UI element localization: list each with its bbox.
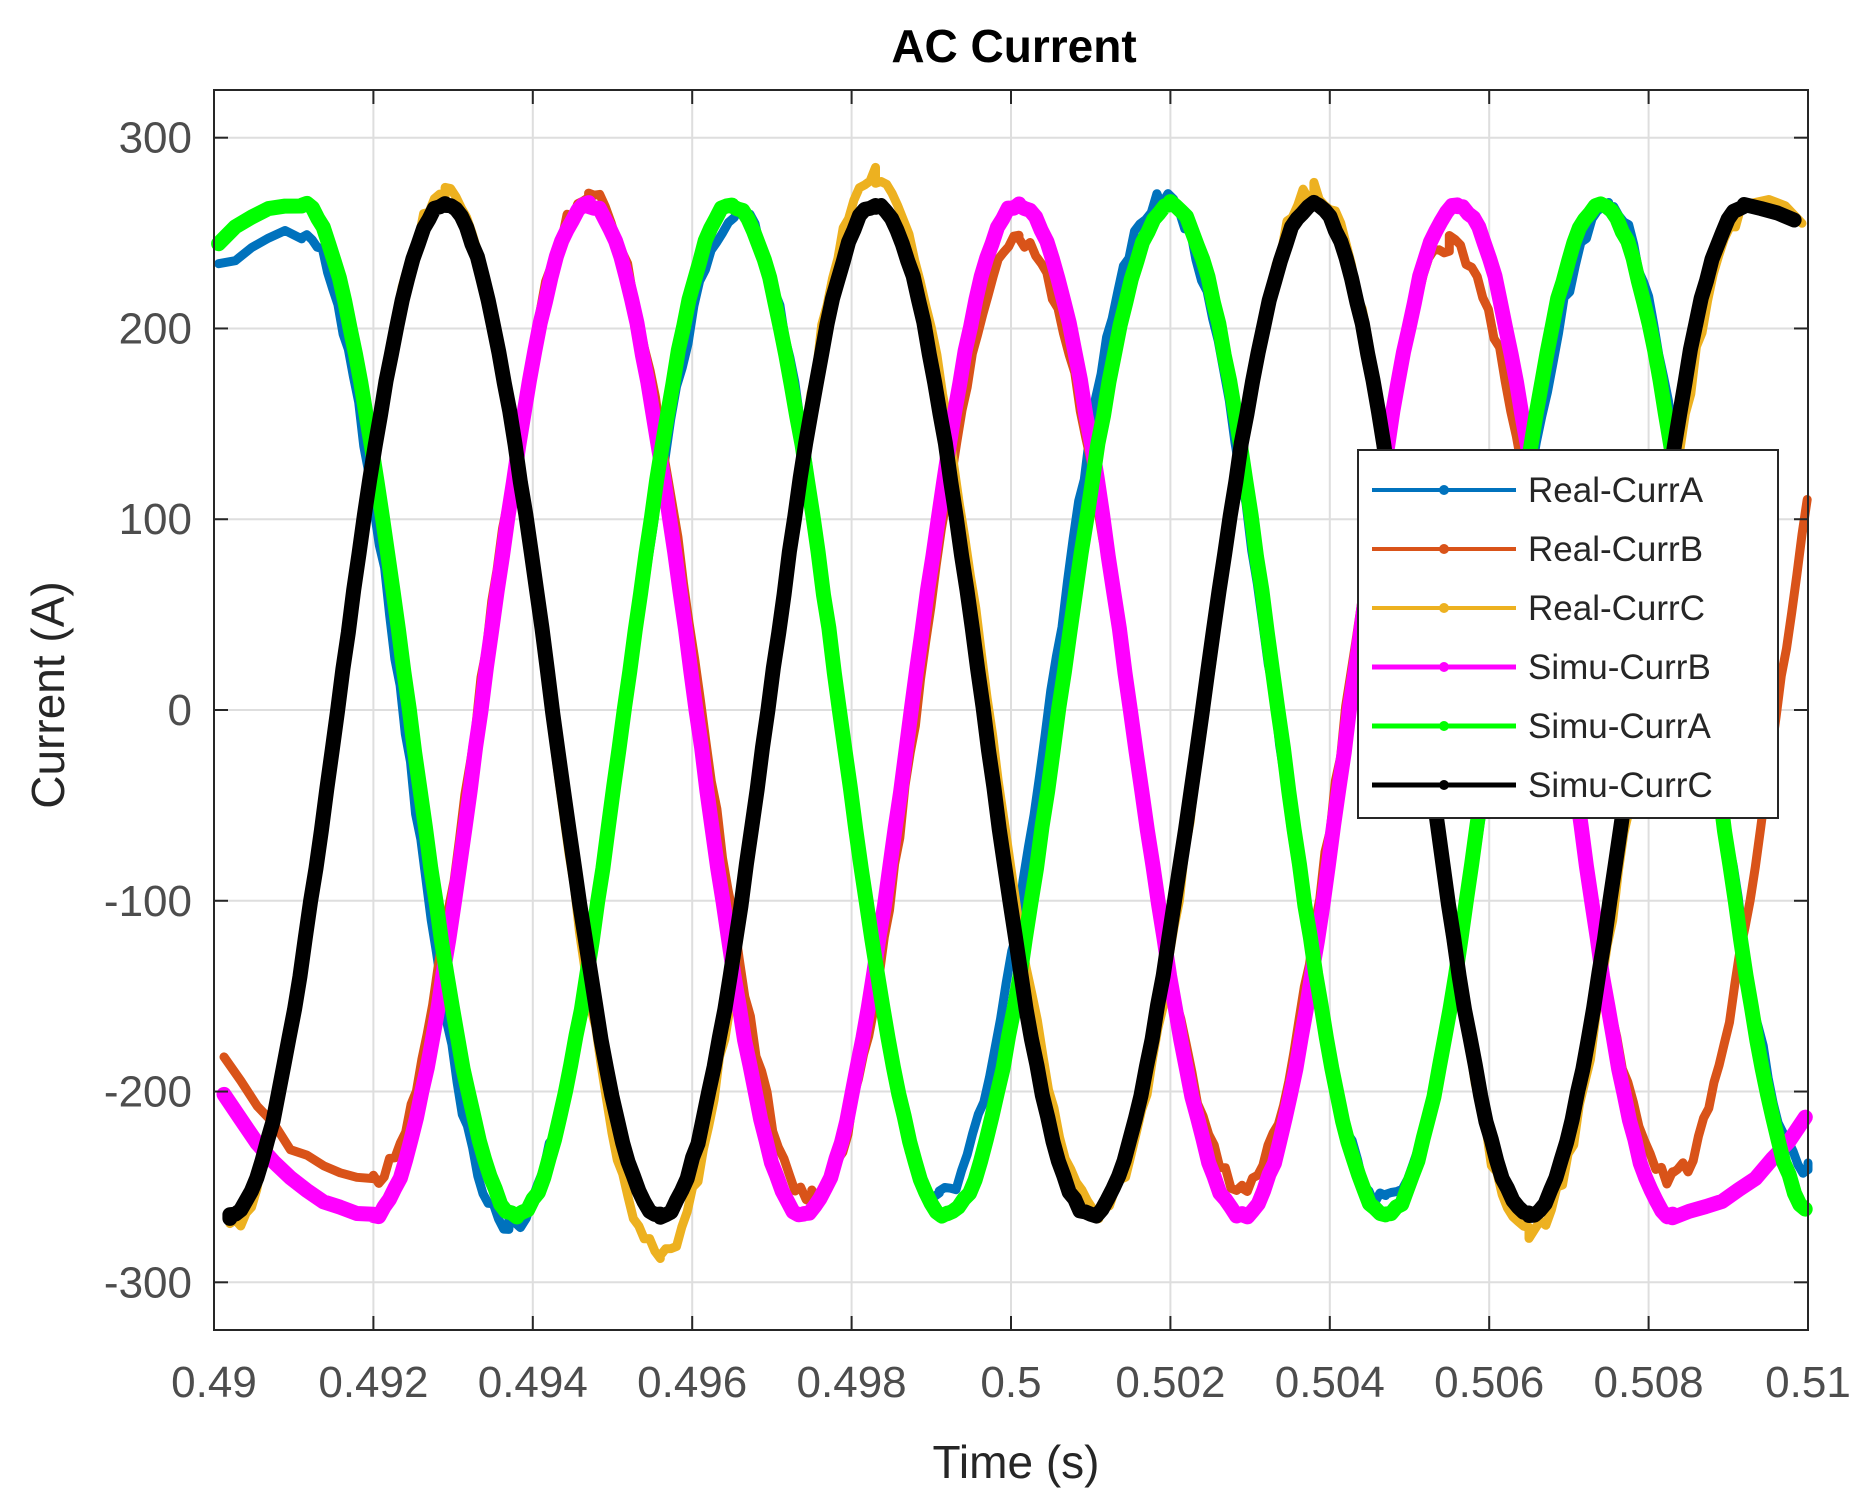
legend-entry-label: Simu-CurrA <box>1528 707 1711 746</box>
series-line-simu-currb <box>216 195 1813 1226</box>
legend: Real-CurrA Real-CurrB Real-CurrC Simu-CurrB… <box>1357 449 1779 819</box>
series-line-real-curra <box>214 189 1813 1234</box>
x-tick-label: 0.504 <box>1275 1358 1385 1407</box>
x-tick-label: 0.502 <box>1115 1358 1225 1407</box>
legend-swatch-marker <box>1439 662 1449 672</box>
x-tick-label: 0.51 <box>1765 1358 1851 1407</box>
x-tick-label: 0.494 <box>478 1358 588 1407</box>
legend-entry-label: Real-CurrA <box>1528 471 1704 510</box>
y-tick-label: 0 <box>168 686 192 735</box>
legend-swatch-marker <box>1439 721 1449 731</box>
ticks: 0.49 0.492 0.494 0.496 0.498 0.5 0.502 0.504 0.5… <box>104 90 1851 1407</box>
legend-swatch-marker <box>1439 544 1449 554</box>
x-axis-label: Time (s) <box>933 1436 1100 1488</box>
y-tick-label: 300 <box>119 114 192 163</box>
legend-swatch-marker <box>1439 485 1449 495</box>
y-tick-label: 100 <box>119 495 192 544</box>
legend-swatch-marker <box>1439 780 1449 790</box>
y-tick-label: 200 <box>119 304 192 353</box>
x-tick-label: 0.492 <box>318 1358 428 1407</box>
series-group <box>211 162 1813 1263</box>
x-tick-label: 0.498 <box>797 1358 907 1407</box>
legend-entry-label: Simu-CurrC <box>1528 766 1713 805</box>
x-tick-label: 0.506 <box>1434 1358 1544 1407</box>
series-line-simu-curra <box>211 194 1813 1225</box>
grid <box>213 90 1809 1330</box>
x-tick-label: 0.496 <box>637 1358 747 1407</box>
y-tick-label: -200 <box>104 1068 192 1117</box>
series-line-simu-currc <box>222 194 1802 1226</box>
legend-entry-label: Simu-CurrB <box>1528 648 1711 687</box>
y-axis-label: Current (A) <box>22 581 74 808</box>
chart-title: AC Current <box>891 20 1136 72</box>
y-tick-label: -300 <box>104 1258 192 1307</box>
x-tick-label: 0.508 <box>1594 1358 1704 1407</box>
x-tick-label: 0.49 <box>171 1358 257 1407</box>
x-tick-label: 0.5 <box>980 1358 1041 1407</box>
legend-entry-label: Real-CurrB <box>1528 530 1703 569</box>
legend-box <box>1357 449 1779 819</box>
legend-swatch-marker <box>1439 603 1449 613</box>
y-tick-label: -100 <box>104 877 192 926</box>
legend-entry-label: Real-CurrC <box>1528 589 1705 628</box>
